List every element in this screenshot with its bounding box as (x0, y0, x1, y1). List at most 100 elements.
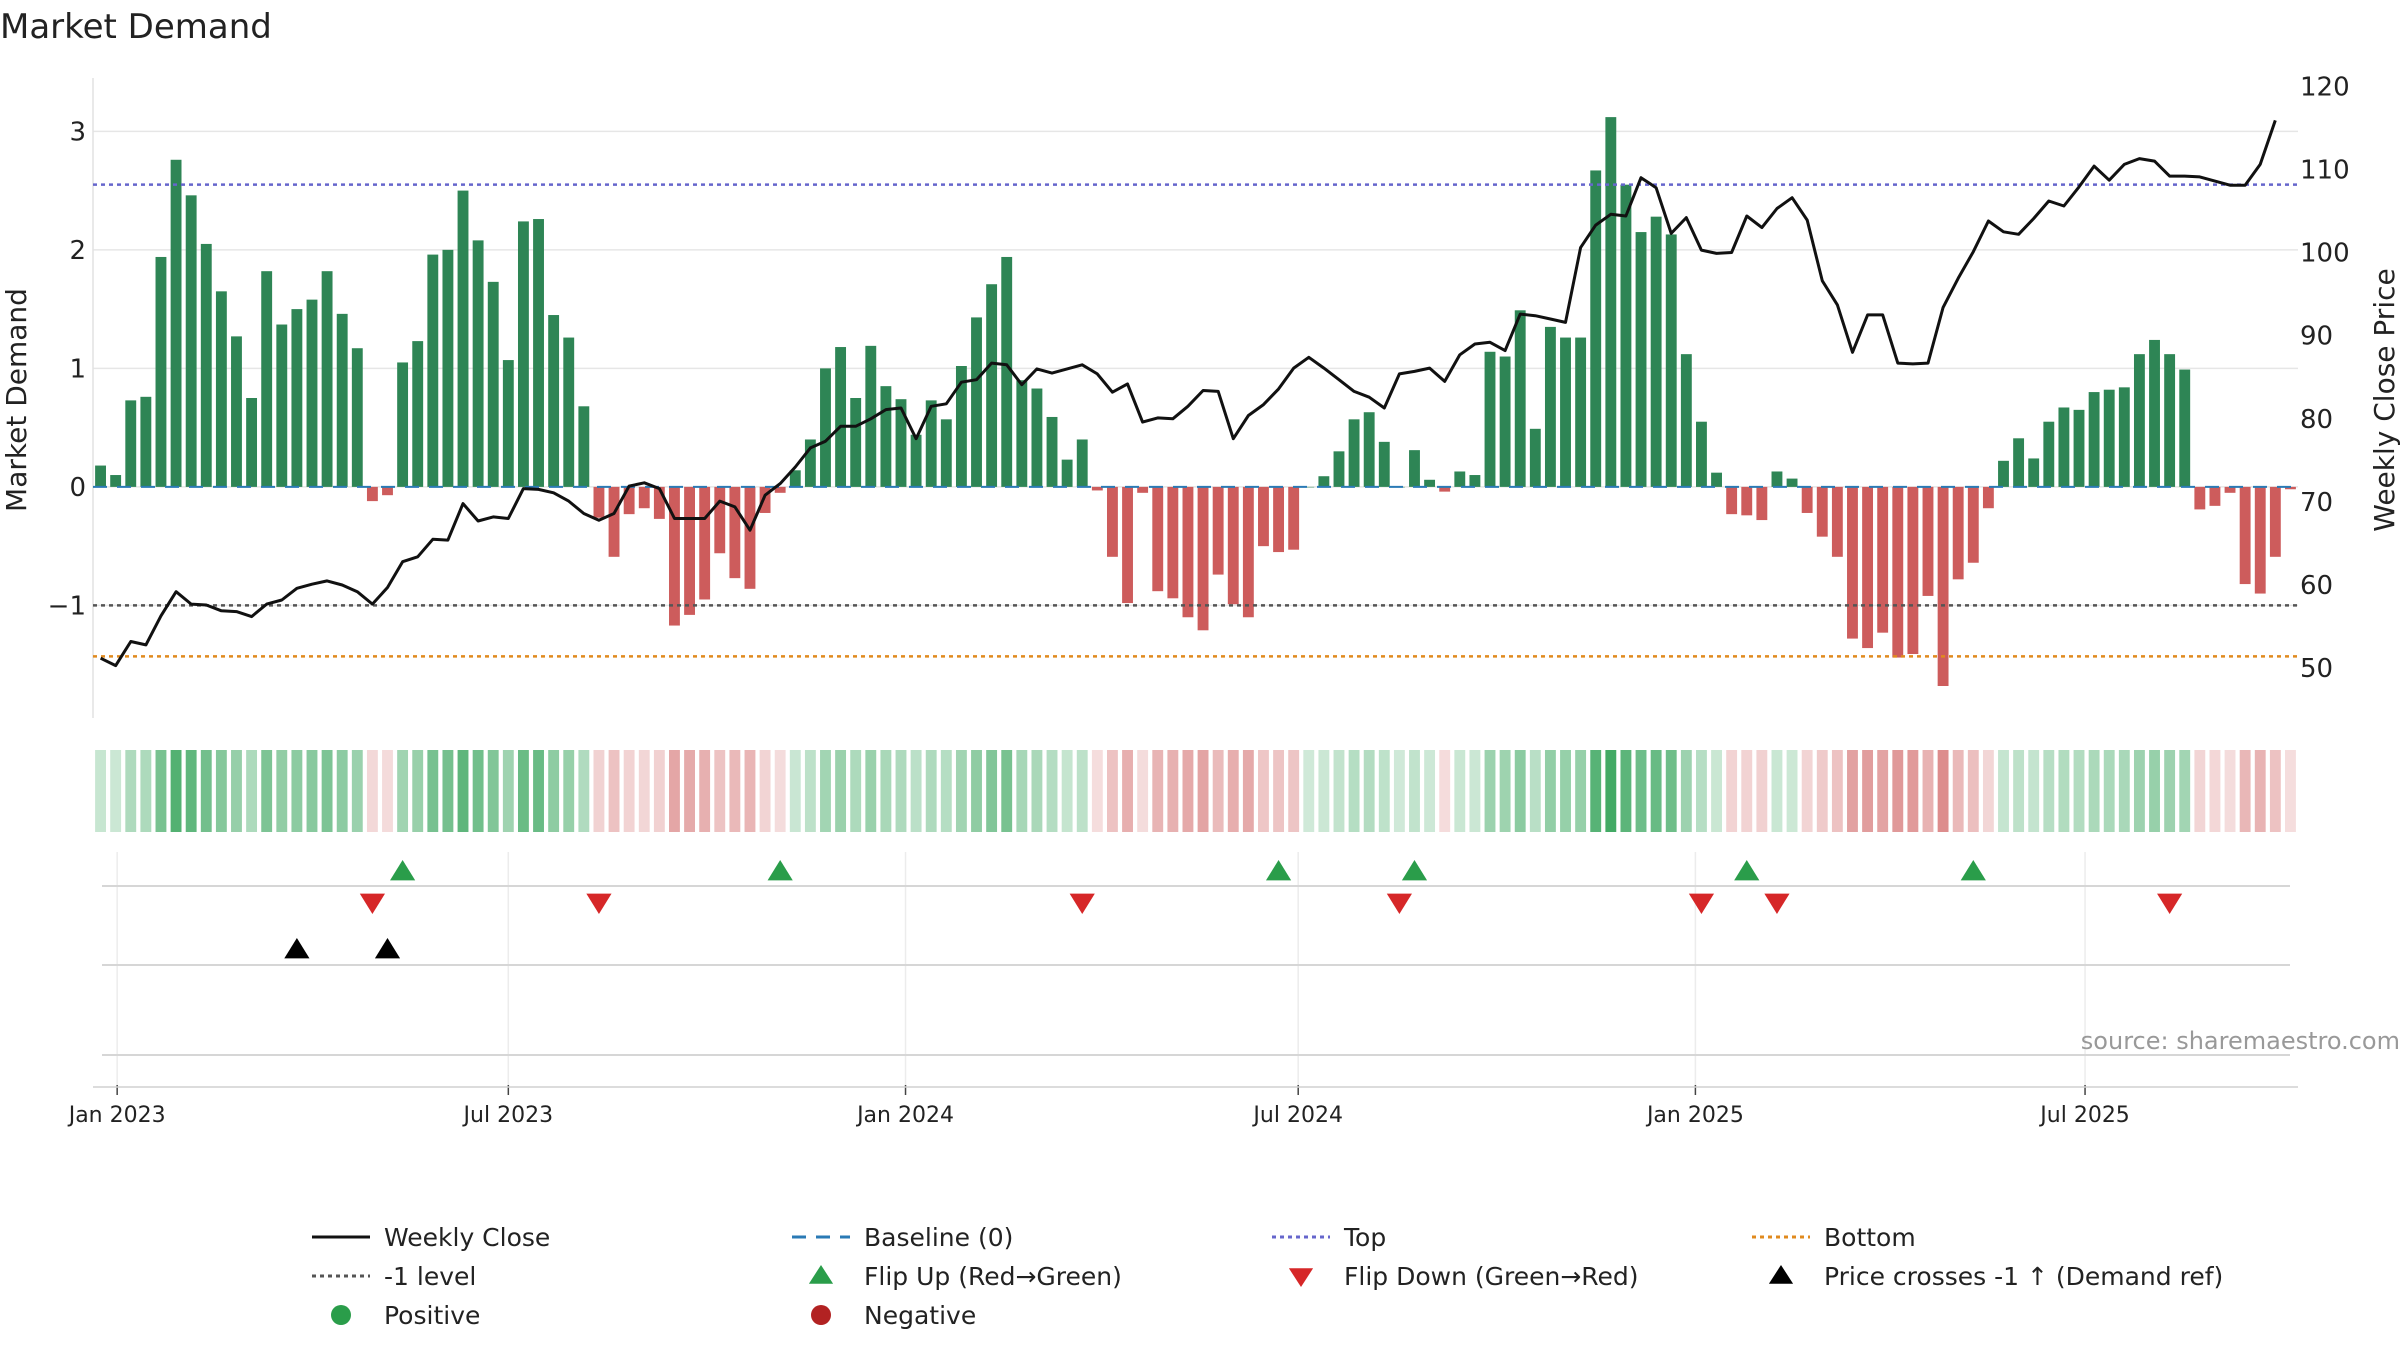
legend-item: Weekly Close (312, 1223, 550, 1252)
legend-swatch (811, 1305, 831, 1325)
demand-bar (125, 400, 137, 487)
demand-bar (1892, 486, 1904, 658)
demand-bar (1273, 486, 1285, 553)
demand-bar (865, 345, 877, 487)
legend-item: Price crosses -1 ↑ (Demand ref) (1768, 1262, 2223, 1291)
heat-cell (1665, 750, 1677, 832)
demand-bar (910, 434, 922, 487)
demand-bar (563, 337, 575, 487)
heat-cell (261, 750, 273, 832)
demand-bar (548, 315, 560, 487)
heat-cell (1590, 750, 1602, 832)
demand-bar (336, 313, 348, 487)
right-tick-label: 80 (2300, 405, 2333, 435)
demand-bar (1318, 476, 1330, 487)
heat-cell (1061, 750, 1073, 832)
heat-cell (517, 750, 529, 832)
demand-bar (1862, 486, 1874, 649)
heat-cell (1333, 750, 1345, 832)
heat-cell (1439, 750, 1451, 832)
demand-bar (2239, 486, 2251, 585)
demand-bar (185, 195, 197, 487)
heat-cell (1862, 750, 1874, 832)
heat-cell (2028, 750, 2040, 832)
demand-bar (95, 465, 106, 487)
heat-cell (895, 750, 907, 832)
demand-bar (835, 347, 847, 487)
demand-bar (1967, 486, 1979, 563)
heat-cell (850, 750, 862, 832)
demand-bar (2224, 486, 2236, 493)
heat-cell (1937, 750, 1949, 832)
demand-bar (1303, 486, 1315, 488)
demand-bar (2194, 486, 2206, 510)
legend-label: Flip Up (Red→Green) (864, 1262, 1122, 1291)
legend-item: Flip Down (Green→Red) (1288, 1262, 1639, 1291)
heat-cell (1454, 750, 1466, 832)
demand-bar (200, 243, 212, 487)
heat-cell (1544, 750, 1556, 832)
flip-down-marker (2157, 893, 2183, 914)
heat-cell (1484, 750, 1496, 832)
demand-bar (1741, 486, 1753, 516)
flip-down-marker (586, 893, 612, 914)
demand-bar (1575, 337, 1587, 487)
legend-label: Weekly Close (384, 1223, 550, 1252)
demand-bar (502, 360, 514, 487)
demand-bar (1378, 441, 1390, 487)
demand-bar (1288, 486, 1300, 550)
heat-cell (2254, 750, 2266, 832)
legend-item: Negative (811, 1301, 976, 1330)
price-cross-marker (284, 938, 310, 959)
heat-cell (955, 750, 967, 832)
demand-bar (1484, 351, 1496, 487)
demand-bar (1514, 310, 1526, 487)
heat-cell (487, 750, 499, 832)
heat-cell (1771, 750, 1783, 832)
heat-cell (2164, 750, 2176, 832)
left-tick-label: −1 (48, 591, 86, 621)
heat-cell (1786, 750, 1798, 832)
heat-cell (412, 750, 424, 832)
heat-cell (155, 750, 167, 832)
heat-cell (729, 750, 741, 832)
heat-cell (1258, 750, 1269, 832)
heat-cell (1620, 750, 1632, 832)
heat-cell (321, 750, 333, 832)
demand-bar (155, 256, 167, 487)
heat-cell (1650, 750, 1662, 832)
demand-bar (744, 486, 756, 589)
flip-down-marker (359, 893, 386, 914)
heat-cell (366, 750, 378, 832)
demand-bar (1635, 232, 1647, 487)
demand-bar (1409, 450, 1420, 487)
heat-cell (759, 750, 771, 832)
demand-bar (1620, 184, 1632, 487)
demand-bar (729, 486, 741, 579)
heat-cell (351, 750, 363, 832)
legend-swatch (808, 1265, 834, 1284)
demand-bar (789, 470, 801, 487)
heat-cell (2209, 750, 2221, 832)
heat-cell (1635, 750, 1647, 832)
legend-swatch (1288, 1268, 1314, 1287)
heat-cell (1137, 750, 1149, 832)
demand-bar (1061, 459, 1073, 487)
demand-bar (895, 399, 907, 487)
flip-up-marker (1734, 860, 1760, 881)
heat-cell (1756, 750, 1768, 832)
demand-bar (1529, 428, 1541, 487)
right-axis-label: Weekly Close Price (2368, 268, 2400, 531)
demand-bar (623, 486, 635, 515)
x-tick-label: Jul 2024 (1251, 1103, 1343, 1128)
legend-item: Flip Up (Red→Green) (808, 1262, 1122, 1291)
heat-cell (578, 750, 590, 832)
demand-bar (2118, 387, 2130, 487)
heat-cell (382, 750, 393, 832)
heat-cell (1877, 750, 1889, 832)
x-tick-label: Jan 2025 (1645, 1103, 1744, 1128)
legend-label: Negative (864, 1301, 976, 1330)
heat-cell (2179, 750, 2191, 832)
heat-cell (1967, 750, 1979, 832)
demand-bar (1363, 412, 1375, 487)
